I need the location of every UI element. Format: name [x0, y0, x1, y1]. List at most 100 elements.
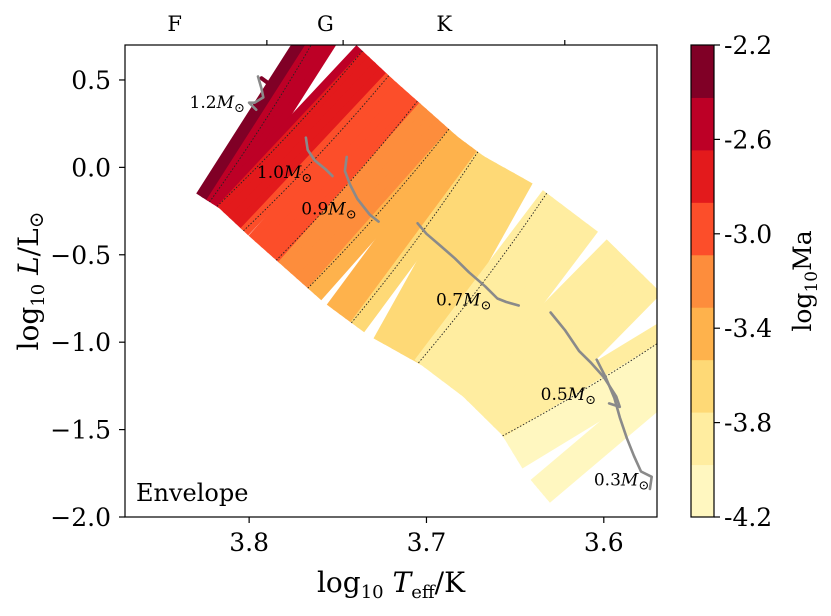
track-0.3-msun [595, 358, 653, 491]
band-top-blob [259, 76, 275, 89]
x-tick-label: 3.6 [584, 528, 624, 557]
mass-label-1.2: 1.2M⊙ [190, 93, 245, 116]
y-tick-label: −1.0 [50, 328, 111, 357]
mass-label-num: 0.7 [436, 290, 463, 310]
evolutionary-tracks [247, 75, 653, 491]
y-axis-title: log10 L/L⊙ [12, 212, 49, 351]
colorbar-segment-2 [691, 359, 714, 413]
y-tick-label: 0.0 [71, 153, 111, 182]
colorbar-segment-8 [691, 45, 714, 98]
band-segment-59 [545, 403, 657, 503]
band-segment-22 [307, 128, 457, 295]
band-segment-55 [533, 379, 657, 489]
contour-line-5 [351, 151, 479, 324]
colorbar-tick-label: -4.2 [724, 503, 772, 532]
band-segment-36 [414, 190, 554, 369]
band-segment-54 [530, 373, 657, 486]
mass-label-num: 0.3 [594, 471, 621, 491]
x-axis-title-sub: 10 [361, 582, 384, 603]
mass-label-num: 1.2 [190, 93, 217, 113]
contour-line-0 [209, 45, 312, 203]
x-axis-title: log10 Teff/K [317, 566, 466, 603]
colorbar-segment-6 [691, 149, 714, 203]
band-segment-31 [382, 157, 498, 350]
band-segment-21 [301, 123, 451, 290]
mass-label-unit: M [567, 385, 586, 405]
colorbar-segment-0 [691, 464, 714, 518]
colorbar-segment-4 [691, 254, 714, 308]
band-segment-28 [350, 151, 485, 328]
band-segment-53 [516, 373, 657, 469]
band-segment-24 [326, 133, 462, 311]
contour-line-1 [243, 75, 390, 232]
mass-label-sun: ⊙ [346, 208, 357, 223]
y-axis-title-prefix: log [12, 307, 45, 351]
band-segment-43 [466, 248, 627, 411]
mass-label-sun: ⊙ [234, 101, 245, 116]
mass-label-0.9: 0.9M⊙ [301, 200, 356, 223]
band-segment-19 [289, 113, 439, 280]
band-segment-57 [539, 391, 657, 496]
envelope-mach-band [196, 45, 657, 503]
band-segment-56 [536, 385, 657, 493]
band-segment-38 [432, 203, 572, 382]
band-segment-15 [266, 92, 416, 259]
band-segment-14 [260, 86, 410, 254]
x-axis-title-prefix: log [317, 566, 361, 599]
spectral-class-K: K [436, 12, 452, 36]
mass-label-unit: M [620, 471, 639, 491]
colorbar-segment-3 [691, 307, 714, 361]
band-segment-17 [278, 102, 428, 269]
track-1.2-msun [247, 75, 265, 111]
colorbar-title: log10Ma [788, 230, 822, 331]
y-axis-title-var: L [12, 256, 45, 284]
colorbar-segment-5 [691, 202, 714, 256]
y-tick-label: −1.5 [50, 416, 111, 445]
colorbar-title-prefix: log [788, 293, 817, 332]
contour-line-4 [307, 128, 450, 289]
colorbar-tick-label: -3.8 [724, 409, 772, 438]
band-segment-7 [216, 50, 371, 214]
band-segment-51 [507, 353, 657, 454]
mass-label-0.3: 0.3M⊙ [594, 471, 649, 494]
spectral-class-G: G [317, 12, 334, 36]
colorbar-tick-label: -3.0 [724, 220, 772, 249]
band-segment-45 [483, 265, 644, 428]
colorbar-frame [690, 44, 715, 518]
mass-label-unit: M [216, 93, 235, 113]
track-1.0-msun [304, 136, 334, 178]
mass-label-sun: ⊙ [638, 479, 649, 494]
band-segment-16 [272, 97, 422, 264]
contour-line-2 [216, 50, 363, 207]
colorbar-title-sub: 10 [802, 271, 822, 293]
band-segment-42 [457, 239, 618, 402]
band-segment-8 [222, 56, 376, 219]
mass-label-sun: ⊙ [301, 171, 312, 186]
envelope-annotation: Envelope [136, 479, 248, 507]
y-tick-label: −2.0 [50, 503, 111, 532]
y-axis-title-sub: 10 [28, 284, 49, 307]
colorbar-segment-7 [691, 97, 714, 151]
band-segment-20 [295, 118, 445, 285]
band-segment-9 [228, 61, 382, 225]
mass-label-sun: ⊙ [480, 298, 491, 313]
track-0.9-msun [343, 155, 380, 223]
axes: 3.8 3.7 3.6 0.5 0.0 −0.5 −1.0 −1.5 −2.0 F G K [50, 12, 623, 557]
contour-line-7 [502, 343, 657, 437]
band-segment-12 [248, 76, 398, 243]
mass-label-num: 1.0 [257, 163, 284, 183]
mass-label-unit: M [327, 200, 346, 220]
colorbar-tick-label: -2.2 [724, 31, 772, 60]
mass-label-0.5: 0.5M⊙ [541, 385, 596, 408]
x-tick-label: 3.8 [229, 528, 269, 557]
mass-label-sun: ⊙ [585, 393, 596, 408]
colorbar-tick-label: -2.6 [724, 125, 772, 154]
band-segment-48 [494, 323, 657, 433]
colorbar-segment-1 [691, 412, 714, 466]
colorbar-title-suffix: Ma [788, 230, 817, 271]
x-tick-label: 3.7 [407, 528, 447, 557]
band-segment-52 [512, 363, 657, 462]
band-segment-44 [475, 256, 636, 419]
